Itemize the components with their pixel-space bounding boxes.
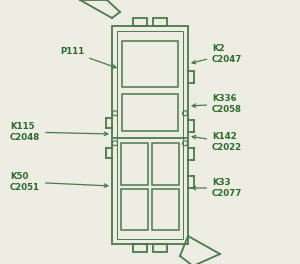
Text: K142
C2022: K142 C2022 (192, 132, 242, 152)
Text: K50
C2051: K50 C2051 (10, 172, 108, 192)
Bar (153, 18, 167, 26)
Bar (121, 143, 148, 185)
Bar (133, 18, 147, 26)
Bar (112, 26, 188, 244)
Text: K33
C2077: K33 C2077 (192, 178, 242, 198)
Bar (117, 31, 183, 239)
Bar (152, 189, 179, 230)
Text: P111: P111 (60, 48, 116, 68)
Bar (122, 41, 178, 87)
Bar (153, 244, 167, 252)
Text: K336
C2058: K336 C2058 (192, 94, 242, 114)
Bar (152, 143, 179, 185)
Bar (121, 189, 148, 230)
Text: K115
C2048: K115 C2048 (10, 122, 108, 142)
Text: K2
C2047: K2 C2047 (192, 44, 242, 64)
Bar (122, 94, 178, 131)
Bar (133, 244, 147, 252)
